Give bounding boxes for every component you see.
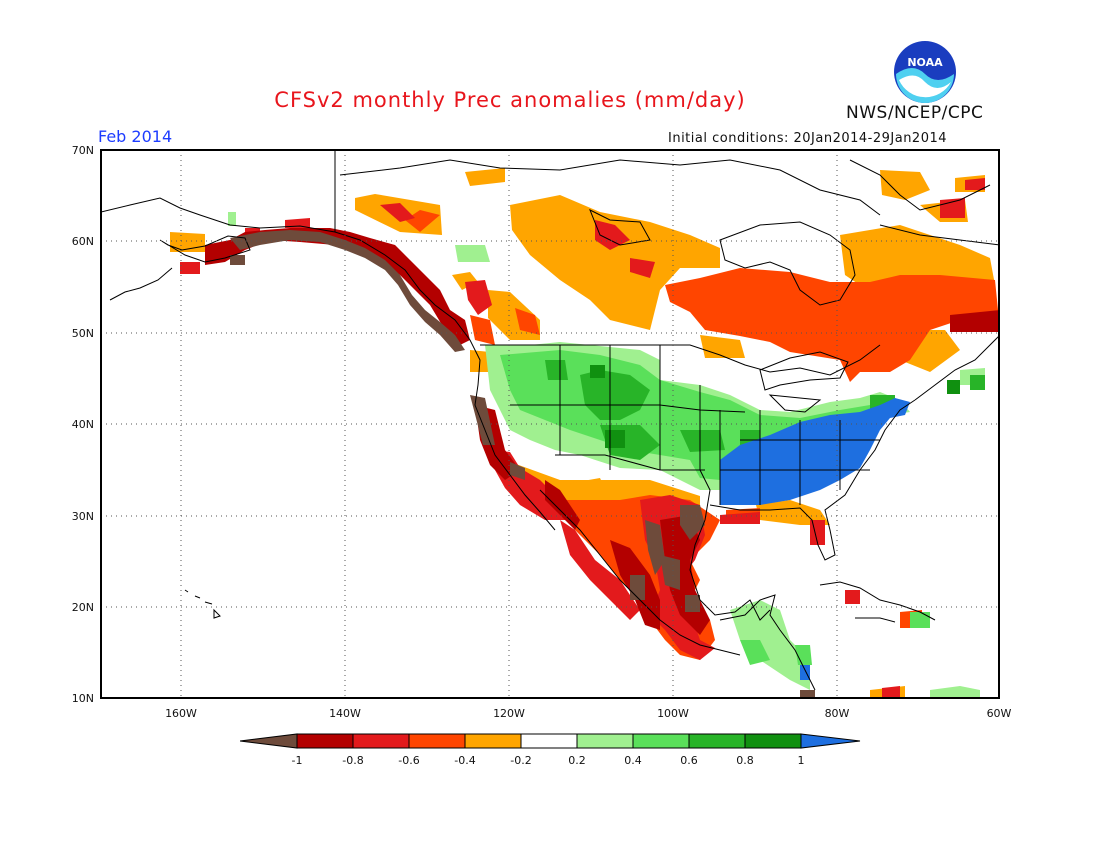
legend-swatch-7 [632,733,690,749]
map-frame [100,149,1000,699]
lon-label-160w: 160W [165,707,197,720]
lat-label-60: 60N [72,235,94,248]
legend-swatch-9 [744,733,802,749]
color-bar-legend: -1 -0.8 -0.6 -0.4 -0.2 0.2 0.4 0.6 0.8 1 [240,733,861,767]
legend-tick: 1 [798,754,805,767]
lat-label-50: 50N [72,327,94,340]
legend-swatch-1 [296,733,354,749]
noaa-logo: NOAA [894,41,956,103]
logo-text: NOAA [907,56,943,69]
legend-tick: -0.2 [510,754,531,767]
legend-tick: 0.6 [680,754,698,767]
legend-swatch-6 [576,733,634,749]
map-title: CFSv2 monthly Prec anomalies (mm/day) [274,88,746,112]
legend-tick: 0.2 [568,754,586,767]
lon-label-140w: 140W [329,707,361,720]
lat-label-10: 10N [72,692,94,705]
anomaly-brown [230,230,815,698]
legend-swatch-above-max [800,733,861,749]
initial-conditions: Initial conditions: 20Jan2014-29Jan2014 [668,131,948,146]
lon-label-120w: 120W [493,707,525,720]
latitude-labels: 70N 60N 50N 40N 30N 20N 10N [72,144,94,705]
lat-label-20: 20N [72,601,94,614]
legend-tick: -0.6 [398,754,419,767]
legend-swatch-4 [464,733,522,749]
legend-swatch-3 [408,733,466,749]
lat-label-70: 70N [72,144,94,157]
legend-tick: -1 [292,754,303,767]
anomaly-fields [170,168,999,698]
legend-swatch-2 [352,733,410,749]
longitude-labels: 160W 140W 120W 100W 80W 60W [165,707,1011,720]
legend-tick: 0.4 [624,754,642,767]
anomaly-blue [720,398,910,680]
agency-label: NWS/NCEP/CPC [846,103,984,123]
legend-swatch-8 [688,733,746,749]
lon-label-100w: 100W [657,707,689,720]
legend-tick: -0.4 [454,754,475,767]
forecast-period: Feb 2014 [98,127,173,146]
lat-label-30: 30N [72,510,94,523]
legend-tick: -0.8 [342,754,363,767]
lat-label-40: 40N [72,418,94,431]
lon-label-60w: 60W [987,707,1012,720]
coastlines [101,150,999,691]
legend-tick: 0.8 [736,754,754,767]
legend-swatch-below-min [240,733,298,749]
lon-label-80w: 80W [825,707,850,720]
legend-swatch-5 [520,733,578,749]
